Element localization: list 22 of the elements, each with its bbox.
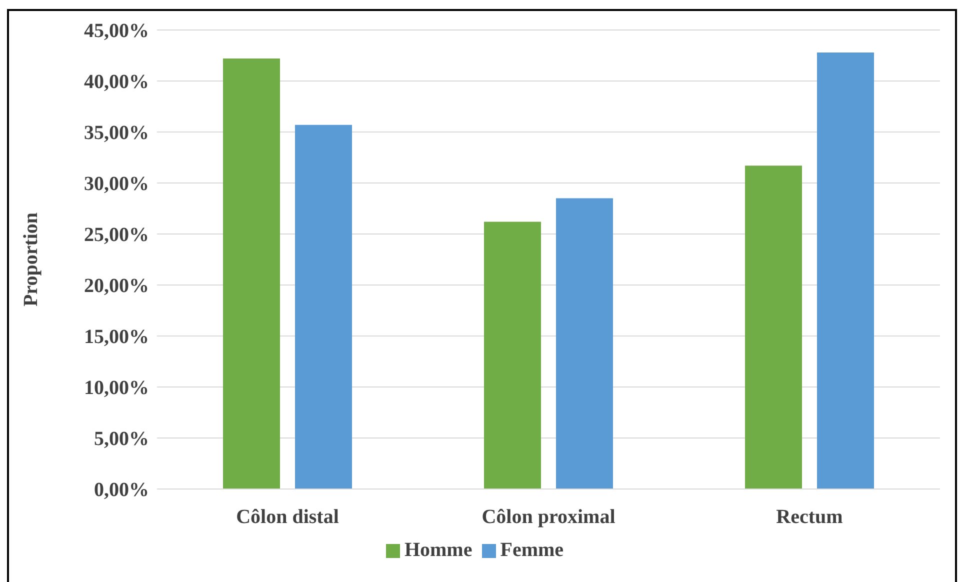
y-tick-label: 35,00% xyxy=(84,122,149,144)
y-tick-label: 40,00% xyxy=(84,71,149,94)
legend-label: Homme xyxy=(404,539,472,561)
bar xyxy=(295,124,352,489)
y-axis-title: Proportion xyxy=(20,212,42,307)
y-tick-label: 30,00% xyxy=(84,173,149,196)
y-tick-label: 15,00% xyxy=(84,326,149,348)
y-tick-label: 0,00% xyxy=(94,479,149,502)
x-tick-label: Côlon proximal xyxy=(482,506,616,528)
legend-label: Femme xyxy=(500,539,564,561)
y-tick-label: 45,00% xyxy=(84,20,149,42)
bar xyxy=(817,52,874,489)
bar xyxy=(484,222,541,489)
bar xyxy=(745,166,802,489)
y-tick-label: 5,00% xyxy=(94,428,149,450)
x-tick-label: Côlon distal xyxy=(236,506,340,528)
bar xyxy=(223,58,280,489)
x-tick-label: Rectum xyxy=(776,506,844,528)
y-tick-label: 10,00% xyxy=(84,377,149,400)
bar xyxy=(556,198,613,489)
y-tick-label: 25,00% xyxy=(84,224,149,246)
y-tick-label: 20,00% xyxy=(84,275,149,298)
